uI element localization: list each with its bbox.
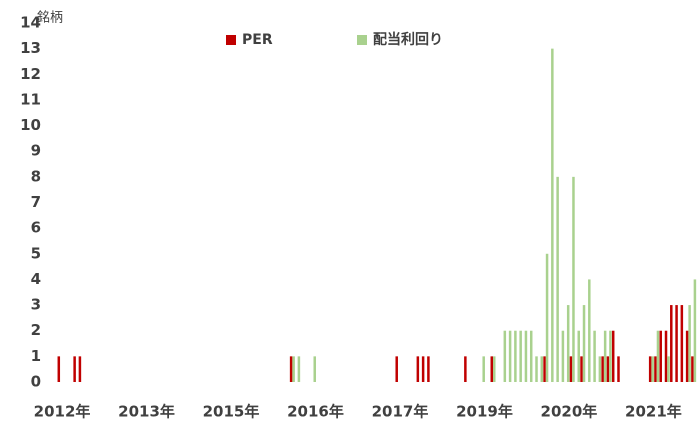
bar [685, 330, 689, 382]
legend-label: 配当利回り [373, 31, 443, 48]
bar [611, 330, 615, 382]
bar [395, 356, 398, 382]
y-tick-label: 4 [31, 270, 41, 288]
y-axis-label: 銘柄 [37, 11, 63, 26]
y-tick-label: 5 [31, 244, 41, 262]
bar [569, 356, 573, 382]
bar [561, 330, 565, 382]
bar [680, 305, 684, 382]
x-tick-label: 2013年 [118, 403, 175, 421]
bar [582, 305, 586, 382]
y-tick-label: 8 [31, 167, 41, 185]
bar [648, 356, 652, 382]
y-tick-label: 1 [31, 347, 41, 365]
y-tick-label: 3 [31, 296, 41, 314]
bar [464, 356, 467, 382]
bar [416, 356, 420, 382]
y-tick-label: 10 [20, 116, 41, 134]
y-tick-label: 0 [31, 373, 41, 391]
bar [609, 330, 612, 382]
bar [493, 356, 496, 382]
y-tick-label: 6 [31, 219, 41, 237]
x-tick-label: 2012年 [34, 403, 91, 421]
x-tick-label: 2019年 [456, 403, 513, 421]
bar [691, 356, 694, 382]
bar [73, 356, 76, 382]
bar [292, 356, 295, 382]
bar [529, 330, 533, 382]
bar [670, 305, 673, 382]
y-tick-label: 12 [20, 65, 41, 83]
legend-label: PER [242, 32, 273, 48]
bar [508, 330, 512, 382]
bar [693, 279, 697, 382]
legend-swatch [226, 35, 236, 45]
bar [651, 356, 654, 382]
bar [427, 356, 430, 382]
bar [688, 305, 691, 382]
bar [482, 356, 485, 382]
bar [535, 356, 538, 382]
y-tick-label: 11 [20, 90, 41, 108]
bar [57, 356, 61, 382]
bar [543, 356, 546, 382]
bar [603, 330, 607, 382]
bar [78, 356, 82, 382]
bar [654, 356, 657, 382]
bar [606, 356, 610, 382]
x-tick-label: 2017年 [372, 403, 429, 421]
bar [519, 330, 522, 382]
bar [524, 330, 528, 382]
x-tick-label: 2015年 [203, 403, 260, 421]
bar [503, 330, 507, 382]
bar [490, 356, 494, 382]
bar [601, 356, 604, 382]
y-tick-label: 14 [20, 14, 41, 32]
bar [617, 356, 620, 382]
bar [667, 356, 670, 382]
y-tick-label: 2 [31, 321, 41, 339]
bar [289, 356, 293, 382]
x-tick-label: 2021年 [625, 403, 682, 421]
bar [593, 330, 596, 382]
legend-swatch [357, 35, 367, 45]
y-tick-label: 13 [20, 39, 41, 57]
bar [551, 48, 554, 383]
bar [540, 356, 544, 382]
y-tick-label: 9 [31, 142, 41, 160]
bar [675, 305, 678, 382]
bar [572, 176, 575, 382]
bar [664, 330, 668, 382]
bar [588, 279, 591, 382]
x-tick-label: 2016年 [287, 403, 344, 421]
bar [297, 356, 301, 382]
bar [421, 356, 425, 382]
bar [545, 253, 549, 382]
bar [514, 330, 517, 382]
bar [659, 330, 662, 382]
bar [556, 176, 559, 382]
y-tick-label: 7 [31, 193, 41, 211]
bar [580, 356, 583, 382]
bar [566, 305, 570, 382]
bar [598, 356, 602, 382]
bar [656, 330, 660, 382]
x-tick-label: 2020年 [541, 403, 598, 421]
bar [577, 330, 580, 382]
bar [313, 356, 316, 382]
